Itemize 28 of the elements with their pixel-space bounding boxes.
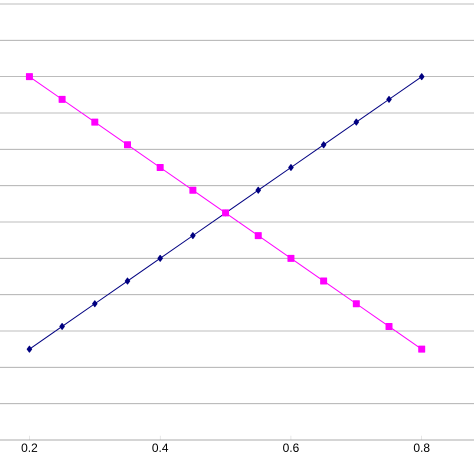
point xyxy=(91,118,98,126)
point xyxy=(92,300,98,308)
point xyxy=(386,322,393,330)
point xyxy=(320,278,328,285)
point xyxy=(320,141,326,148)
point xyxy=(287,254,294,262)
point xyxy=(386,96,392,103)
x-tick-label: 0.8 xyxy=(414,444,430,452)
point xyxy=(157,254,163,262)
point xyxy=(418,73,424,80)
point xyxy=(288,164,294,171)
x-tick-label: 0.6 xyxy=(283,444,299,452)
point xyxy=(418,346,426,353)
point xyxy=(26,73,33,80)
point xyxy=(352,300,360,308)
point xyxy=(189,186,196,194)
point xyxy=(124,278,130,285)
point xyxy=(354,118,360,126)
x-tick-label: 0.4 xyxy=(152,444,168,452)
point xyxy=(124,141,131,148)
point xyxy=(256,186,261,194)
x-tick-label: 0.2 xyxy=(22,444,38,452)
point xyxy=(26,346,32,353)
point xyxy=(156,164,164,171)
point xyxy=(59,322,65,330)
point xyxy=(190,232,196,240)
point xyxy=(254,232,262,240)
point xyxy=(58,96,66,103)
